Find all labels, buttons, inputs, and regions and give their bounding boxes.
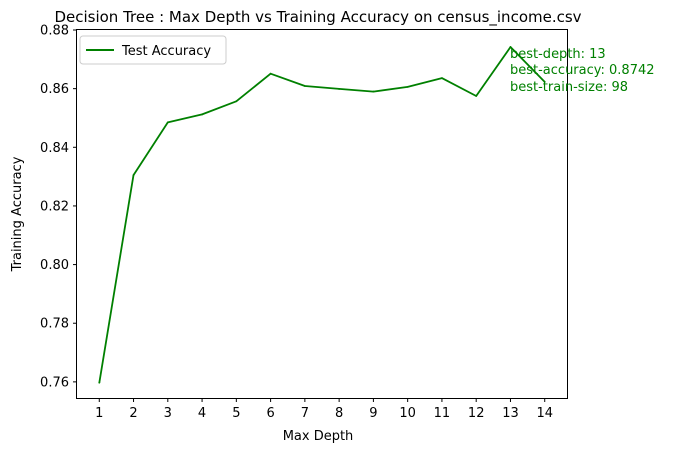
data-point — [338, 88, 341, 90]
x-tick-label: 13 — [502, 406, 519, 421]
legend-box — [79, 35, 227, 65]
x-tick-label: 3 — [164, 406, 172, 421]
data-point — [441, 77, 443, 79]
x-tick-label: 9 — [369, 406, 377, 421]
annotation-line: best-accuracy: 0.8742 — [510, 63, 655, 78]
data-point — [543, 81, 546, 83]
data-point — [201, 113, 203, 116]
chart-title: Decision Tree : Max Depth vs Training Ac… — [54, 8, 581, 27]
x-tick-label: 14 — [536, 406, 553, 421]
y-tick-label: 0.84 — [40, 141, 69, 156]
best-annotation: best-depth: 13 best-accuracy: 0.8742 bes… — [510, 47, 655, 95]
x-tick-label: 2 — [129, 406, 137, 421]
annotation-line: best-depth: 13 — [510, 47, 606, 62]
x-tick-label: 10 — [399, 406, 416, 421]
data-point — [406, 85, 409, 88]
data-point — [132, 174, 135, 177]
legend-label: Test Accuracy — [121, 44, 211, 59]
x-tick-label: 6 — [266, 406, 274, 421]
x-tick-label: 5 — [232, 406, 240, 421]
y-tick-label: 0.86 — [40, 82, 69, 97]
plot-frame — [76, 29, 568, 399]
annotation-line: best-train-size: 98 — [510, 80, 628, 95]
legend: Test Accuracy — [79, 35, 227, 65]
data-point — [372, 90, 375, 93]
y-tick-label: 0.82 — [40, 199, 69, 214]
data-point — [475, 95, 478, 97]
x-tick-label: 7 — [301, 406, 309, 421]
y-tick-label: 0.76 — [40, 375, 69, 390]
x-axis-ticks: 1 2 3 4 5 6 7 8 9 10 11 12 13 14 — [95, 398, 553, 421]
y-axis-label: Training Accuracy — [10, 156, 25, 272]
data-point — [303, 85, 306, 87]
x-tick-label: 11 — [434, 406, 451, 421]
plot-area — [98, 46, 546, 384]
y-tick-label: 0.78 — [40, 317, 69, 332]
x-tick-label: 1 — [95, 406, 103, 421]
x-tick-label: 12 — [468, 406, 485, 421]
x-tick-label: 4 — [198, 406, 206, 421]
data-point — [166, 121, 169, 124]
data-point — [235, 100, 238, 103]
y-tick-label: 0.80 — [40, 258, 69, 273]
series-line-test-accuracy — [98, 46, 546, 383]
data-point — [98, 381, 101, 384]
y-tick-label: 0.88 — [40, 24, 69, 39]
x-axis-label: Max Depth — [283, 429, 354, 444]
y-axis-ticks: 0.76 0.78 0.80 0.82 0.84 0.86 0.88 — [40, 24, 77, 390]
x-tick-label: 8 — [335, 406, 343, 421]
data-point — [269, 72, 272, 75]
data-point — [509, 46, 512, 48]
